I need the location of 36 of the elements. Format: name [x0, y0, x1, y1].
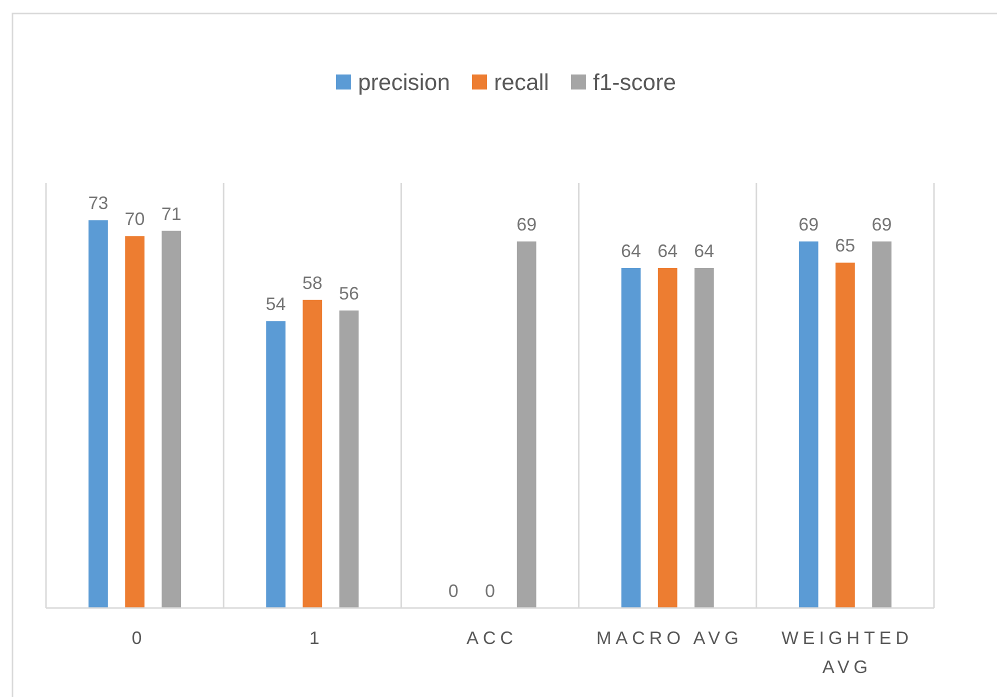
x-tick-label: 0 [132, 628, 142, 648]
data-label: 58 [302, 272, 322, 293]
bar [872, 241, 892, 608]
bar [125, 236, 144, 608]
bar [162, 230, 182, 608]
data-label: 69 [872, 214, 892, 234]
bar [88, 220, 108, 608]
data-label: 54 [266, 294, 286, 314]
bar [339, 310, 359, 608]
legend-label: precision [358, 69, 450, 95]
data-label: 73 [88, 193, 108, 214]
data-label: 64 [658, 241, 678, 261]
data-label: 0 [448, 581, 458, 601]
data-label: 65 [835, 236, 856, 256]
data-label: 64 [621, 241, 642, 261]
x-tick-label: 1 [309, 628, 320, 648]
data-label: 71 [161, 204, 182, 224]
data-label: 69 [516, 214, 537, 234]
bar [266, 321, 286, 608]
bar [302, 300, 322, 608]
bar [621, 268, 641, 608]
data-label: 0 [484, 581, 496, 601]
bar [694, 268, 714, 608]
x-tick-label: WEIGHTED AVG [781, 628, 913, 677]
data-label: 64 [694, 241, 714, 261]
bar [658, 268, 678, 608]
x-tick-label: ACC [466, 628, 518, 648]
bar [836, 262, 855, 608]
bar [516, 241, 536, 608]
bar [798, 241, 818, 608]
legend-label: f1-score [592, 69, 676, 95]
data-label: 69 [798, 214, 819, 234]
legend-label: recall [494, 69, 549, 95]
x-tick-label: MACRO AVG [596, 628, 743, 648]
data-label: 70 [124, 209, 145, 230]
data-label: 56 [338, 284, 359, 304]
